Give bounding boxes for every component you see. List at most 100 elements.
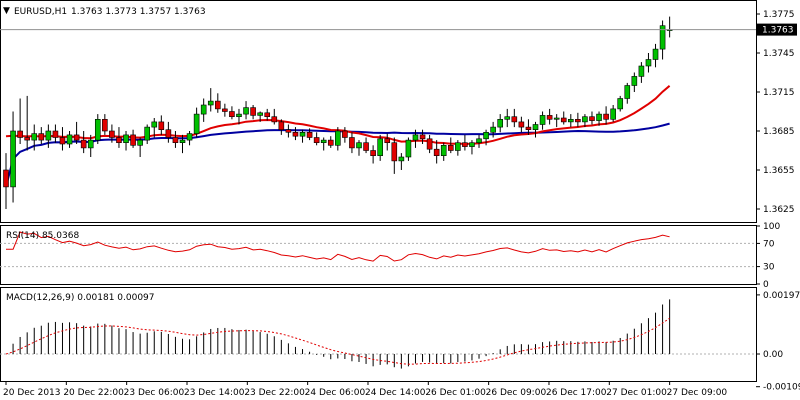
ohlc-label: 1.3763 1.3773 1.3757 1.3763 <box>71 7 206 17</box>
price-tick-label: 1.3715 <box>763 88 795 98</box>
candle-body <box>59 137 66 145</box>
candles <box>3 16 673 209</box>
macd-axis: 0.00197 0.00 -0.00109 <box>756 291 800 393</box>
macd-pane: 0.00197 0.00 -0.00109 MACD(12,26,9) 0.0018… <box>0 287 800 393</box>
candle-body <box>243 107 249 115</box>
time-tick-label: 23 Dec 14:00 <box>184 388 245 398</box>
candle-body <box>631 76 638 86</box>
candle-body <box>278 121 285 131</box>
rsi-tick-label: 70 <box>763 239 775 249</box>
time-tick-label: 20 Dec 22:00 <box>63 388 124 398</box>
candle-body <box>483 132 489 140</box>
rsi-tick-label: 0 <box>763 280 769 290</box>
candle-body <box>575 119 581 123</box>
time-tick-label: 24 Dec 14:00 <box>365 388 426 398</box>
rsi-tick-label: 30 <box>763 263 775 273</box>
rsi-pane-frame <box>0 225 757 285</box>
candle-body <box>158 121 165 131</box>
candle-body <box>497 119 504 128</box>
candle-body <box>172 137 179 143</box>
candle-body <box>327 139 334 146</box>
candle-body <box>370 150 376 156</box>
time-tick-label: 27 Dec 01:00 <box>606 388 667 398</box>
candle-body <box>165 129 172 138</box>
time-tick-label: 20 Dec 2013 <box>3 388 61 398</box>
candle-body <box>102 119 108 132</box>
candle-body <box>38 133 45 141</box>
candle-body <box>179 139 186 144</box>
current-price-label: 1.3763 <box>762 26 794 36</box>
time-tick-label: 27 Dec 09:00 <box>667 388 728 398</box>
candle-body <box>320 139 327 144</box>
candle-body <box>130 134 136 146</box>
price-tick-label: 1.3655 <box>763 166 795 176</box>
candle-body <box>546 115 553 120</box>
candle-body <box>250 107 256 116</box>
candle-body <box>455 142 461 151</box>
candle-body <box>384 138 391 144</box>
candle-body <box>257 112 263 116</box>
candle-body <box>624 85 631 99</box>
candle-body <box>200 104 207 115</box>
candle-body <box>518 121 525 128</box>
candle-body <box>659 25 666 50</box>
symbol-label: EURUSD,H1 <box>14 7 67 17</box>
candle-body <box>589 116 595 121</box>
rsi-tick-label: 100 <box>763 222 780 232</box>
candle-body <box>447 145 454 151</box>
rsi-axis: 100 70 30 0 <box>756 222 780 290</box>
macd-tick-label: 0.00 <box>763 350 783 360</box>
candle-body <box>419 134 426 140</box>
price-tick-label: 1.3745 <box>763 49 795 59</box>
candle-body <box>440 145 447 157</box>
candle-body <box>617 98 624 110</box>
time-tick-label: 23 Dec 06:00 <box>124 388 185 398</box>
candle-body <box>525 126 532 130</box>
candle-body <box>123 134 129 143</box>
candle-body <box>229 111 235 117</box>
candle-body <box>539 115 546 125</box>
candle-body <box>560 117 567 123</box>
macd-label: MACD(12,26,9) 0.00181 0.00097 <box>6 293 155 303</box>
candle-body <box>3 169 9 188</box>
candle-body <box>511 116 518 123</box>
candle-body <box>610 108 616 120</box>
candle-body <box>504 116 511 120</box>
candle-body <box>469 142 475 147</box>
price-tick-label: 1.3685 <box>763 127 795 137</box>
candle-body <box>222 108 228 112</box>
time-tick-label: 26 Dec 17:00 <box>546 388 607 398</box>
candle-body <box>490 126 496 133</box>
price-pane-frame <box>0 0 757 223</box>
candle-body <box>433 148 440 156</box>
candle-body <box>66 134 73 145</box>
candle-body <box>299 132 306 137</box>
rsi-label: RSI(14) 85.0368 <box>6 231 79 241</box>
candle-body <box>87 139 94 149</box>
rsi-pane: 100 70 30 0 RSI(14) 85.0368 <box>0 222 780 290</box>
candle-body <box>567 119 574 123</box>
candle-body <box>186 133 193 141</box>
candle-body <box>349 137 355 149</box>
macd-signal-line <box>5 317 670 365</box>
candle-body <box>264 112 271 118</box>
price-tick-label: 1.3625 <box>763 205 795 215</box>
price-axis: 1.3775 1.3745 1.3715 1.3685 1.3655 1.3625 1.37… <box>756 10 797 215</box>
current-price-tag <box>757 23 797 36</box>
macd-tick-label: -0.00109 <box>763 383 800 393</box>
header-triangle-icon: ▼ <box>3 6 10 16</box>
candle-body <box>116 137 122 143</box>
candle-body <box>144 126 150 141</box>
candle-body <box>80 139 87 149</box>
candle-body <box>193 113 200 134</box>
time-tick-label: 23 Dec 22:00 <box>244 388 305 398</box>
candle-body <box>532 124 539 130</box>
candle-body <box>151 121 158 128</box>
candle-body <box>652 48 659 60</box>
candle-body <box>31 133 38 141</box>
candle-body <box>596 113 602 121</box>
candle-body <box>391 142 398 162</box>
price-pane: 1.3775 1.3745 1.3715 1.3685 1.3655 1.3625 1.37… <box>0 0 797 223</box>
candle-body <box>363 142 369 151</box>
